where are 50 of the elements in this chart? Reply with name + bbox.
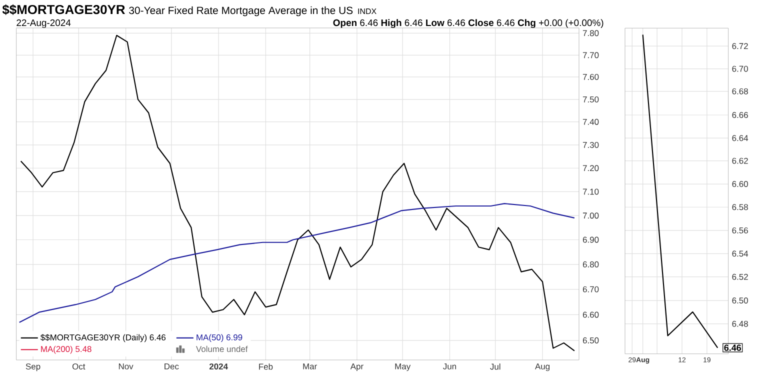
- x-tick-label: Feb: [259, 363, 273, 370]
- y-tick-label: 7.00: [582, 212, 599, 219]
- y-tick-label: 6.90: [582, 236, 599, 243]
- data-label: 6.46: [724, 344, 742, 351]
- x-tick-label: Sep: [26, 363, 40, 372]
- x-tick-label: Oct: [72, 363, 86, 370]
- y-tick-label: 6.72: [732, 43, 748, 50]
- y-tick-label: 6.56: [732, 227, 748, 234]
- y-tick-label: 6.58: [732, 204, 748, 210]
- y-tick-label: 6.60: [582, 312, 599, 318]
- x-tick-label: Mar: [303, 363, 317, 370]
- y-tick-label: 7.50: [582, 96, 599, 102]
- y-tick-label: 6.70: [732, 66, 748, 72]
- y-tick-label: 6.66: [732, 112, 748, 118]
- x-tick-label: Nov: [118, 363, 134, 370]
- y-tick-label: 6.64: [732, 135, 748, 142]
- y-tick-label: 6.50: [732, 298, 748, 304]
- chart-title: $$MORTGAGE30YR: [2, 4, 126, 15]
- annotation: 22-Aug-2024: [16, 19, 71, 28]
- y-tick-label: 7.80: [582, 30, 599, 36]
- y-tick-label: 7.40: [582, 118, 599, 125]
- y-tick-label: 6.52: [732, 274, 748, 280]
- annotation: Volume undef: [196, 346, 248, 352]
- y-tick-label: 6.54: [732, 250, 748, 257]
- x-tick-label: Dec: [164, 363, 179, 370]
- y-tick-label: 6.50: [582, 337, 599, 344]
- x-tick-label: May: [395, 363, 411, 372]
- legend-label: $$MORTGAGE30YR (Daily) 6.46: [40, 334, 166, 342]
- x-tick-label: Jul: [490, 363, 500, 370]
- text: Open 6.46 High 6.46 Low 6.46 Close 6.46 Chg +0.00 (+0.00%): [333, 19, 604, 28]
- y-tick-label: 7.20: [582, 165, 599, 172]
- x-tick-label: Aug: [534, 363, 550, 372]
- chart-subtitle: 30-Year Fixed Rate Mortgage Average in the US: [129, 6, 353, 16]
- x-tick-label: Jun: [443, 363, 456, 370]
- y-tick-label: 7.10: [582, 188, 599, 195]
- legend-label: MA(200) 5.48: [41, 346, 92, 354]
- y-tick-label: 7.70: [582, 52, 599, 58]
- y-tick-label: 6.62: [732, 158, 748, 164]
- y-tick-label: 6.80: [582, 261, 599, 268]
- y-tick-label: 6.60: [732, 181, 748, 188]
- x-tick-label: 2024: [209, 363, 228, 370]
- line-series: [18, 203, 575, 323]
- x-tick-label: Apr: [350, 363, 364, 372]
- legend-label: MA(50) 6.99: [196, 334, 242, 342]
- y-tick-label: 6.70: [582, 286, 599, 292]
- y-tick-label: 6.68: [732, 88, 748, 94]
- line-series: [642, 34, 718, 348]
- y-tick-label: 7.60: [582, 74, 599, 80]
- y-tick-label: 7.30: [582, 142, 599, 148]
- y-tick-label: 6.48: [732, 320, 748, 327]
